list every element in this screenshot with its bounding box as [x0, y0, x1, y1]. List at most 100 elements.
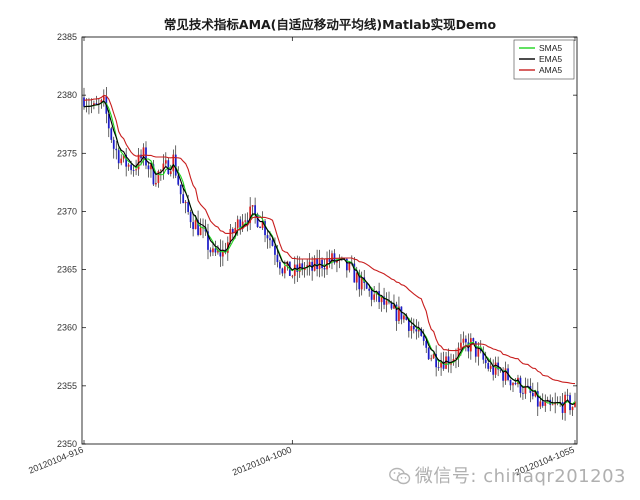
candle-body: [539, 401, 542, 407]
candle-body: [492, 365, 495, 375]
candle-body: [489, 365, 492, 369]
candle-body: [365, 283, 368, 289]
candle-body: [192, 222, 194, 230]
candle-body: [142, 147, 145, 159]
legend-label-ama: AMA5: [539, 65, 562, 75]
candle-body: [403, 315, 405, 320]
candle-body: [269, 238, 271, 241]
candle-body: [256, 214, 259, 228]
candle-body: [95, 103, 98, 105]
candle-body: [395, 304, 398, 322]
candle-body: [447, 356, 450, 365]
candle-body: [157, 171, 160, 183]
candle-body: [187, 201, 190, 212]
candle-body: [571, 406, 574, 411]
candle-body: [283, 266, 286, 274]
y-tick-label: 2365: [57, 265, 77, 275]
candle-body: [551, 404, 554, 406]
candle-body: [110, 128, 113, 140]
candle-body: [390, 302, 393, 309]
candle-body: [514, 382, 517, 385]
y-axis: 2350 2355 2360 2365 2370 2375 2380 2385: [57, 32, 577, 449]
candle-body: [219, 249, 222, 257]
candle-body: [311, 261, 314, 271]
candle-body: [407, 319, 410, 331]
candle-body: [93, 103, 95, 106]
ama-line: [83, 94, 576, 385]
y-tick-label: 2350: [57, 439, 77, 449]
candle-body: [127, 164, 130, 167]
candle-body: [445, 356, 447, 369]
candle-body: [457, 347, 460, 358]
candle-body: [132, 170, 135, 171]
candle-body: [83, 97, 85, 107]
candle-body: [271, 240, 274, 246]
candle-body: [417, 329, 420, 332]
candle-body: [564, 394, 566, 413]
candle-body: [474, 341, 477, 357]
candle-body: [422, 336, 425, 341]
candle-body: [378, 291, 380, 303]
candle-body: [137, 154, 140, 170]
candle-body: [152, 164, 155, 185]
candle-body: [229, 229, 232, 243]
candle-body: [107, 113, 110, 129]
candle-body: [221, 249, 224, 257]
candle-body: [536, 391, 539, 407]
indicator-lines-layer: [83, 94, 576, 407]
candle-body: [179, 184, 182, 195]
candle-body: [368, 288, 371, 291]
candle-body: [541, 401, 544, 406]
candle-body: [293, 264, 296, 276]
candle-body: [465, 338, 467, 343]
candle-body: [566, 394, 569, 396]
candle-body: [561, 402, 564, 413]
candle-body: [160, 170, 162, 172]
candle-body: [276, 254, 279, 263]
candle-body: [420, 329, 423, 337]
candle-body: [125, 154, 128, 167]
candle-body: [512, 382, 514, 386]
candle-body: [145, 147, 147, 166]
candle-body: [291, 275, 294, 277]
candle-body: [412, 325, 415, 330]
candle-body: [554, 402, 557, 405]
candle-body: [370, 290, 373, 300]
candle-body: [440, 362, 442, 368]
candle-body: [534, 391, 537, 397]
watermark-text: 微信号: chinaqr201203: [414, 466, 626, 487]
candle-body: [231, 229, 234, 234]
candle-body: [400, 306, 403, 320]
candle-body: [450, 362, 452, 365]
candle-body: [274, 245, 276, 255]
candle-body: [425, 340, 428, 348]
wechat-icon: [389, 467, 411, 485]
candle-body: [373, 294, 376, 300]
candle-body: [524, 385, 527, 394]
candle-body: [336, 260, 338, 263]
candle-body: [130, 164, 132, 171]
candle-body: [499, 369, 502, 371]
candle-body: [234, 227, 237, 234]
candle-body: [261, 221, 264, 229]
candle-body: [522, 392, 524, 394]
candle-body: [251, 205, 254, 207]
watermark: 微信号: chinaqr201203: [389, 462, 626, 488]
candle-body: [519, 377, 522, 393]
candle-body: [100, 99, 103, 104]
candle-body: [504, 368, 507, 381]
candle-body: [259, 227, 261, 229]
candle-body: [147, 165, 150, 170]
candle-body: [177, 175, 180, 185]
candle-body: [169, 171, 172, 175]
candle-body: [477, 348, 480, 357]
candle-body: [308, 261, 311, 266]
candle-body: [432, 354, 435, 359]
y-tick-label: 2355: [57, 381, 77, 391]
candle-body: [199, 227, 202, 235]
candle-body: [281, 268, 284, 274]
candle-body: [117, 150, 120, 164]
candle-body: [209, 249, 212, 253]
